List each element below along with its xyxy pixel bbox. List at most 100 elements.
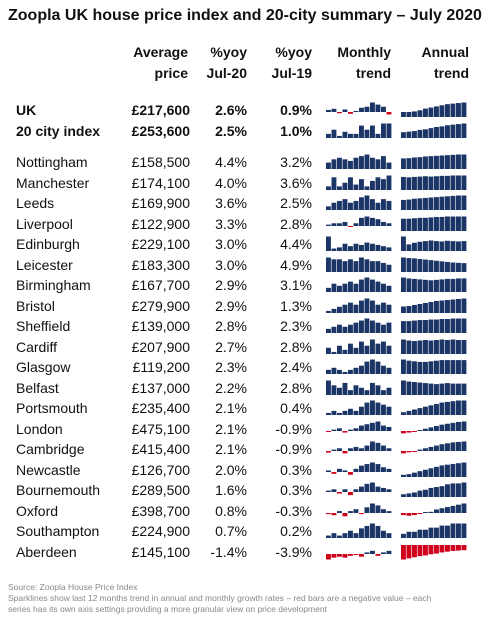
monthly-trend-sparkline	[326, 277, 392, 292]
monthly-trend-bar	[342, 283, 348, 292]
header-yoy19-line2: Jul-19	[271, 65, 312, 81]
annual-trend-bar	[417, 408, 423, 415]
row-yoy20: 4.4%	[215, 154, 247, 170]
annual-trend-bar	[450, 401, 456, 415]
monthly-trend-bar	[348, 343, 353, 354]
annual-trend-bar	[417, 241, 423, 251]
monthly-trend-bar	[370, 260, 375, 272]
annual-trend-bar	[434, 175, 439, 190]
table-row: Nottingham £158,500 4.4% 3.2%	[0, 152, 487, 172]
row-yoy20: 2.2%	[215, 379, 247, 396]
header-annual-line2: trend	[434, 65, 469, 81]
annual-trend-bar	[439, 216, 445, 231]
monthly-trend-bar	[386, 162, 392, 169]
annual-trend-bar	[456, 483, 461, 497]
monthly-trend-bar	[331, 533, 337, 538]
table-row: Southampton £224,900 0.7% 0.2%	[0, 521, 487, 541]
monthly-trend-bar	[375, 421, 381, 431]
row-price: £169,900	[131, 195, 190, 211]
annual-trend-bar	[434, 126, 439, 138]
annual-trend-bar	[417, 258, 423, 272]
row-name: Bournemouth	[16, 482, 101, 498]
monthly-trend-bar	[331, 202, 337, 210]
monthly-trend-bar	[337, 387, 342, 395]
monthly-trend-bar	[331, 410, 337, 415]
annual-trend-bar	[401, 533, 406, 538]
row-name: Glasgow	[16, 359, 71, 375]
annual-trend-bar	[428, 405, 434, 415]
monthly-trend-bar	[386, 448, 392, 451]
monthly-trend-bar	[370, 243, 375, 251]
monthly-trend-bar	[364, 195, 370, 210]
annual-trend-bar	[412, 242, 417, 251]
monthly-trend-bar	[326, 109, 331, 112]
annual-trend-bar	[423, 259, 428, 272]
monthly-trend-bar	[381, 389, 386, 395]
monthly-trend-bar	[342, 304, 348, 313]
annual-trend-bar	[417, 279, 423, 292]
header-monthly-line1: Monthly	[337, 44, 391, 60]
monthly-trend-bar	[381, 178, 386, 190]
annual-trend-bar	[445, 125, 450, 138]
annual-trend-bar	[445, 401, 450, 415]
annual-trend-sparkline	[401, 102, 467, 117]
monthly-trend-bar	[364, 402, 370, 415]
monthly-trend-bar	[348, 448, 353, 451]
annual-trend-bar	[461, 383, 467, 395]
row-yoy20: 0.7%	[215, 523, 247, 539]
table-row: Cardiff £207,900 2.7% 2.8%	[0, 337, 487, 357]
annual-trend-bar	[439, 525, 445, 538]
annual-trend-bar	[412, 176, 417, 190]
annual-trend-bar	[450, 154, 456, 169]
annual-trend-bar	[417, 110, 423, 117]
monthly-trend-bar	[337, 324, 342, 333]
annual-trend-bar	[406, 381, 412, 395]
monthly-trend-bar	[331, 108, 337, 112]
table-row: 20 city index £253,600 2.5% 1.0%	[0, 121, 487, 141]
monthly-trend-sparkline	[326, 359, 392, 374]
row-price: £119,200	[132, 359, 190, 375]
annual-trend-bar	[450, 175, 456, 190]
annual-trend-bar	[445, 104, 450, 117]
annual-trend-bar	[406, 493, 412, 498]
row-yoy19: 3.6%	[280, 174, 312, 191]
monthly-trend-sparkline	[326, 462, 392, 475]
annual-trend-bar	[406, 176, 412, 190]
table-row: Manchester £174,100 4.0% 3.6%	[0, 173, 487, 193]
row-yoy19: -0.9%	[275, 441, 312, 457]
monthly-trend-bar	[348, 302, 353, 313]
monthly-trend-bar	[337, 448, 342, 451]
monthly-trend-bar	[370, 217, 375, 226]
annual-trend-bar	[412, 531, 417, 538]
monthly-trend-bar	[370, 503, 375, 513]
monthly-trend-bar	[364, 154, 370, 169]
monthly-trend-bar	[342, 489, 348, 492]
annual-trend-bar	[450, 195, 456, 210]
monthly-trend-bar	[364, 277, 370, 292]
annual-trend-bar	[412, 198, 417, 210]
annual-trend-bar	[439, 126, 445, 138]
monthly-trend-bar	[364, 483, 370, 492]
monthly-trend-sparkline	[326, 318, 392, 333]
annual-trend-bar	[406, 131, 412, 138]
monthly-trend-sparkline	[326, 154, 392, 169]
annual-trend-bar	[456, 318, 461, 333]
annual-trend-sparkline	[401, 462, 467, 477]
monthly-trend-bar	[381, 404, 386, 415]
monthly-trend-bar	[348, 510, 353, 513]
monthly-trend-sparkline	[326, 421, 392, 433]
monthly-trend-bar	[331, 283, 337, 292]
row-yoy19: -0.9%	[275, 420, 312, 437]
monthly-trend-bar	[337, 492, 342, 494]
annual-trend-bar	[439, 383, 445, 395]
header-average-price: Average price	[133, 42, 188, 84]
annual-trend-bar	[423, 406, 428, 415]
monthly-trend-bar	[375, 553, 381, 556]
annual-trend-bar	[434, 339, 439, 354]
annual-trend-bar	[456, 124, 461, 138]
monthly-trend-bar	[370, 382, 375, 395]
monthly-trend-bar	[364, 185, 370, 190]
monthly-trend-bar	[353, 367, 359, 374]
annual-trend-bar	[428, 240, 434, 251]
monthly-trend-bar	[381, 283, 386, 292]
